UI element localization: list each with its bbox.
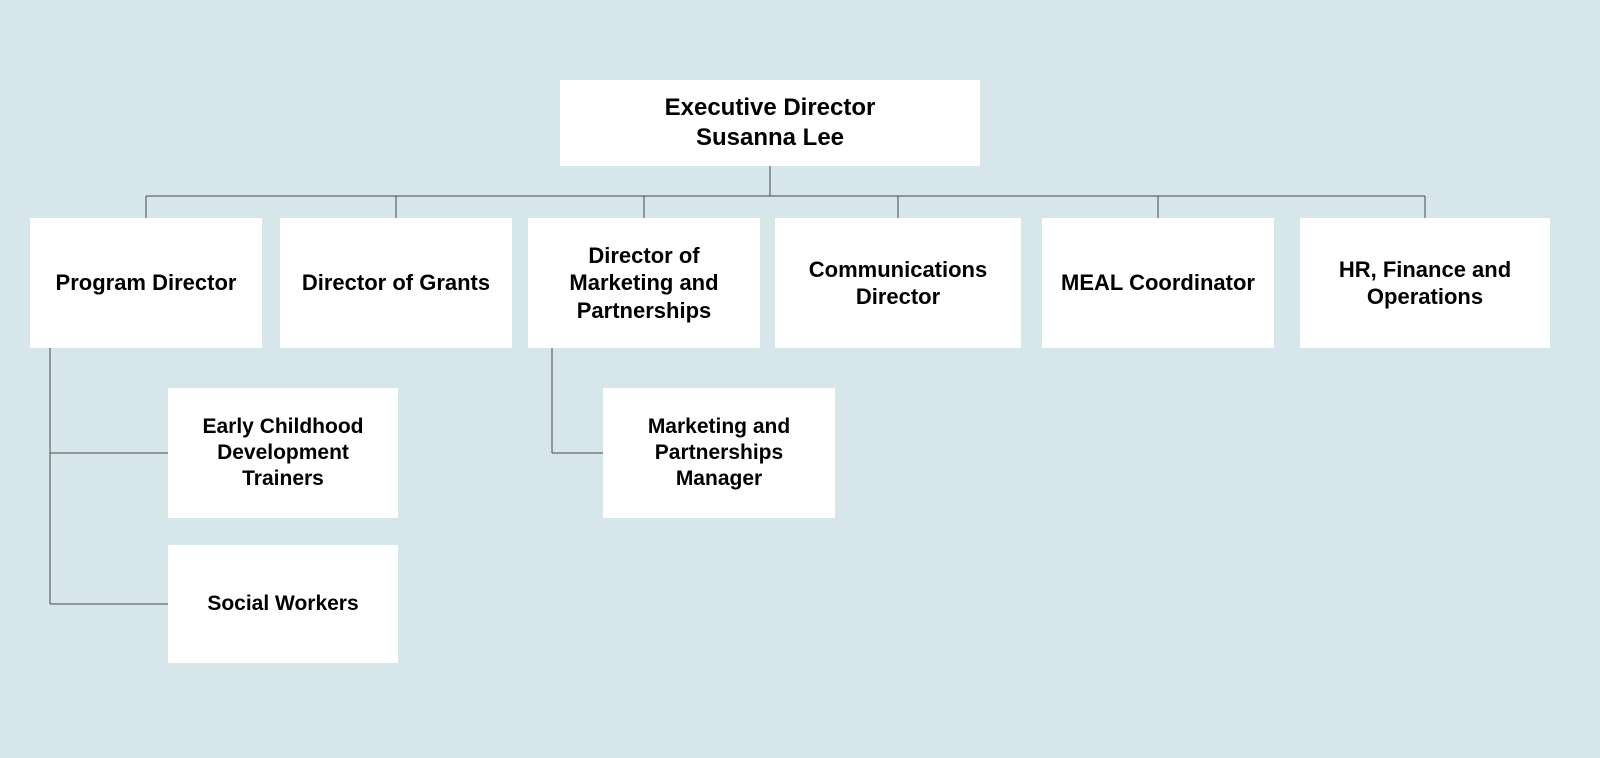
node-mpm-label: Marketing and Partnerships Manager	[615, 414, 823, 493]
node-meal-label: MEAL Coordinator	[1061, 269, 1255, 297]
node-comm-label: Communications Director	[787, 256, 1009, 311]
node-meal: MEAL Coordinator	[1042, 218, 1274, 348]
node-ecd-label: Early Childhood Development Trainers	[180, 414, 386, 493]
node-hr-label: HR, Finance and Operations	[1312, 256, 1538, 311]
node-ecd: Early Childhood Development Trainers	[168, 388, 398, 518]
node-sw: Social Workers	[168, 545, 398, 663]
node-hr: HR, Finance and Operations	[1300, 218, 1550, 348]
node-grants-label: Director of Grants	[302, 269, 490, 297]
node-sw-label: Social Workers	[207, 591, 358, 617]
node-mkt: Director of Marketing and Partnerships	[528, 218, 760, 348]
org-chart-stage: Executive Director Susanna Lee Program Di…	[0, 0, 1600, 758]
node-prog: Program Director	[30, 218, 262, 348]
node-exec: Executive Director Susanna Lee	[560, 80, 980, 166]
node-grants: Director of Grants	[280, 218, 512, 348]
node-mkt-label: Director of Marketing and Partnerships	[540, 242, 748, 325]
node-mpm: Marketing and Partnerships Manager	[603, 388, 835, 518]
node-exec-label: Executive Director Susanna Lee	[665, 93, 876, 153]
node-prog-label: Program Director	[56, 269, 237, 297]
node-comm: Communications Director	[775, 218, 1021, 348]
